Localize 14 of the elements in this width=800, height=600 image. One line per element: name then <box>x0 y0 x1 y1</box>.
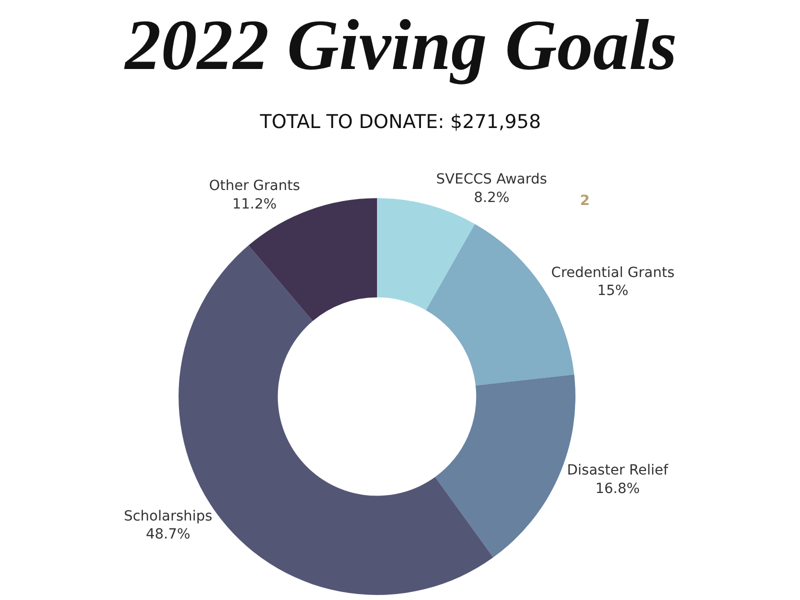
slice-label: Other Grants <box>208 178 300 194</box>
data-label: 11.2% <box>232 196 277 212</box>
slice-label: Credential Grants <box>551 264 675 281</box>
data-label: 8.2% <box>474 190 510 206</box>
chart-subtitle: TOTAL TO DONATE: $271,958 <box>259 111 541 133</box>
slice-label: Scholarships <box>124 508 212 524</box>
data-label: 16.8% <box>595 480 640 497</box>
chart-title: 2022 Giving Goals <box>124 5 678 85</box>
slice-label: SVECCS Awards <box>436 172 548 188</box>
data-label: 15% <box>597 283 628 300</box>
donut-slice <box>377 198 475 310</box>
slice-label: Disaster Relief <box>567 462 670 479</box>
data-label: 48.7% <box>146 526 190 543</box>
text: 2 <box>580 193 590 209</box>
